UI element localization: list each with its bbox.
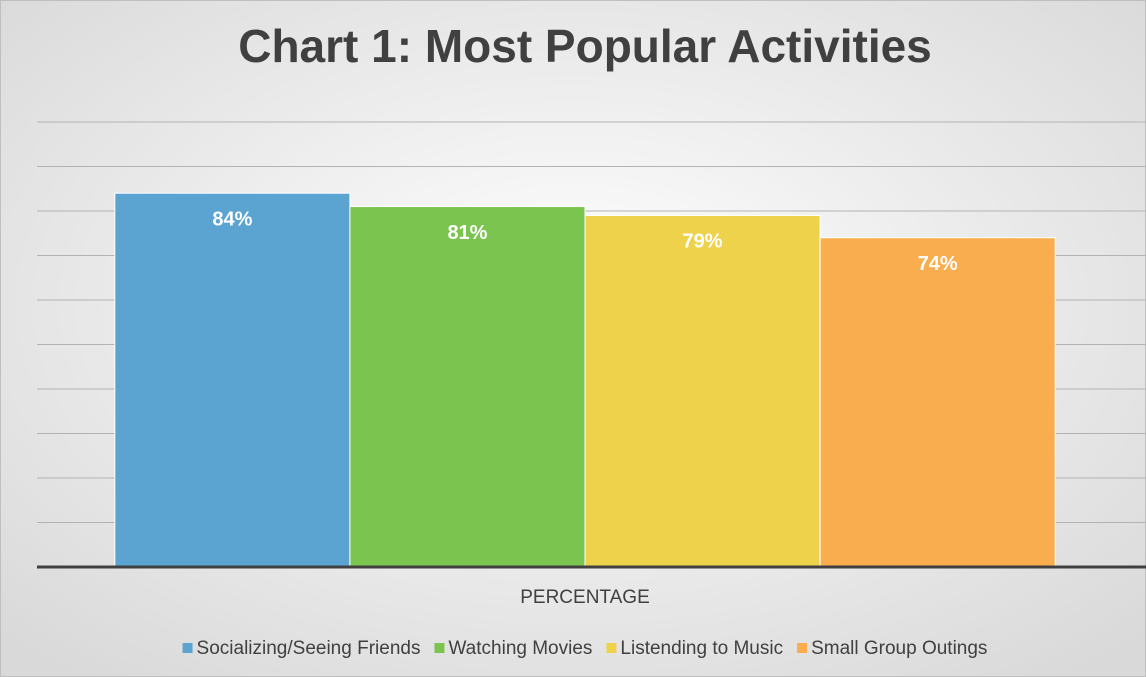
legend-label: Listending to Music <box>620 638 783 659</box>
legend-swatch <box>797 643 808 653</box>
x-tick-label: PERCENTAGE <box>520 587 650 608</box>
bar <box>114 192 351 568</box>
data-label: 79% <box>683 231 723 253</box>
legend-swatch <box>606 643 617 653</box>
legend-swatch <box>434 643 445 653</box>
data-label: 84% <box>212 208 252 230</box>
bar <box>349 206 586 568</box>
bar <box>819 237 1056 568</box>
chart-title: Chart 1: Most Popular Activities <box>238 20 932 72</box>
legend-label: Watching Movies <box>448 638 592 659</box>
data-label: 81% <box>447 222 487 244</box>
bar <box>584 214 821 568</box>
legend-swatch <box>182 643 193 653</box>
legend-label: Small Group Outings <box>811 638 987 659</box>
legend-label: Socializing/Seeing Friends <box>197 638 421 659</box>
data-label: 74% <box>918 253 958 275</box>
